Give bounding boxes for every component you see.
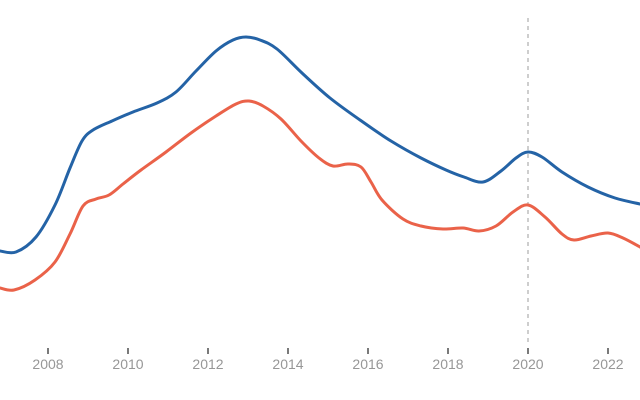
x-axis-label-2010: 2010 (112, 356, 143, 372)
x-axis-label-2012: 2012 (192, 356, 223, 372)
x-axis-label-2022: 2022 (592, 356, 623, 372)
blue-series-line (0, 35, 640, 255)
x-axis-label-2014: 2014 (272, 356, 303, 372)
x-axis-label-2008: 2008 (32, 356, 63, 372)
orange-series-line (0, 99, 640, 292)
x-axis-label-2016: 2016 (352, 356, 383, 372)
x-axis-label-2018: 2018 (432, 356, 463, 372)
x-axis-label-2020: 2020 (512, 356, 543, 372)
